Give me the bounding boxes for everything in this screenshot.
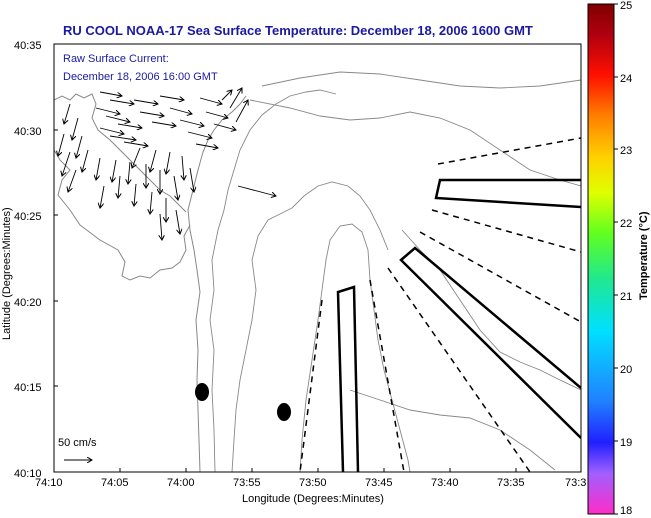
x-axis-title: Longitude (Degrees:Minutes) <box>242 493 384 505</box>
colorbar-tick: 18 <box>620 505 632 517</box>
surface-current-vectors <box>58 88 276 240</box>
colorbar-gradient <box>587 3 615 515</box>
transect-dashed-lines <box>299 137 581 472</box>
y-axis: 40:35 40:30 40:25 40:20 40:15 40:10 Lati… <box>1 40 58 480</box>
x-tick-label: 73:45 <box>365 477 393 489</box>
transect-box-south <box>336 285 360 472</box>
colorbar: 25 24 23 22 21 20 19 18 Temperature (°C) <box>587 0 650 517</box>
figure-title: RU COOL NOAA-17 Sea Surface Temperature:… <box>63 23 533 38</box>
scale-vector-label: 50 cm/s <box>58 437 97 449</box>
colorbar-title: Temperature (°C) <box>638 211 650 300</box>
y-tick-label: 40:15 <box>14 382 42 394</box>
colorbar-tick: 19 <box>620 437 632 449</box>
colorbar-tick: 24 <box>620 73 632 85</box>
x-tick-label: 73:40 <box>431 477 459 489</box>
y-tick-label: 40:25 <box>14 211 42 223</box>
isobath-mid <box>231 181 389 472</box>
transect-boxes <box>336 178 581 472</box>
y-axis-title: Latitude (Degrees:Minutes) <box>1 207 13 340</box>
y-tick-label: 40:30 <box>14 126 42 138</box>
current-label-line2: December 18, 2006 16:00 GMT <box>63 71 218 83</box>
x-tick-label: 74:00 <box>167 477 195 489</box>
map-area <box>54 44 581 472</box>
colorbar-tick: 21 <box>620 291 632 303</box>
coastline-inlet <box>54 149 191 281</box>
coastline <box>187 95 247 472</box>
y-tick-label: 40:10 <box>14 468 42 480</box>
x-tick-label: 73:35 <box>497 477 525 489</box>
x-tick-label: 74:10 <box>35 477 63 489</box>
x-axis: 74:10 74:05 74:00 73:55 73:50 73:45 73:4… <box>35 468 586 505</box>
transect-box-north <box>434 178 581 209</box>
colorbar-tick: 20 <box>620 364 632 376</box>
station-marker <box>195 383 209 401</box>
x-tick-label: 73:55 <box>233 477 261 489</box>
colorbar-tick: 23 <box>620 145 632 157</box>
colorbar-tick: 22 <box>620 218 632 230</box>
isobath-outer <box>261 71 581 89</box>
x-tick-label: 73:3 <box>565 477 586 489</box>
y-tick-label: 40:20 <box>14 297 42 309</box>
current-label-line1: Raw Surface Current: <box>63 53 169 65</box>
x-tick-label: 73:50 <box>299 477 327 489</box>
transect-box-east <box>399 246 581 439</box>
isobath-canyon <box>299 223 411 472</box>
station-marker <box>277 403 291 421</box>
isobath-shelf <box>349 389 556 471</box>
y-tick-label: 40:35 <box>14 40 42 52</box>
isobath-inner <box>209 89 337 472</box>
x-tick-label: 74:05 <box>101 477 129 489</box>
colorbar-tick: 25 <box>620 0 632 12</box>
isobath-outer-2 <box>249 99 581 187</box>
